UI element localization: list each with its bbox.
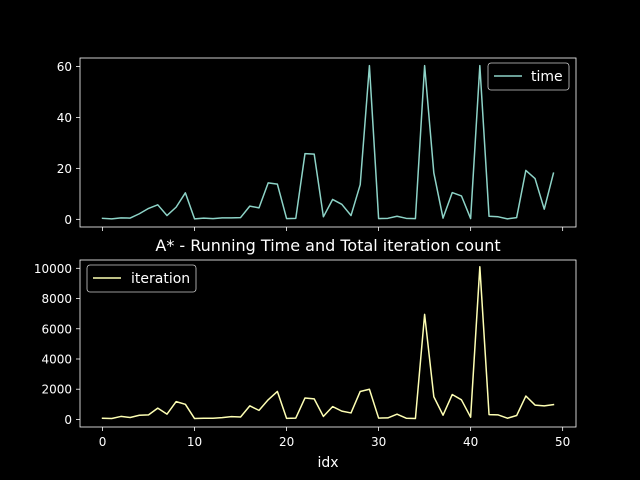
time-y-tick-label-0: 0 bbox=[64, 213, 72, 227]
iteration-y-tick-label-2000: 2000 bbox=[41, 383, 72, 397]
iteration-y-tick-label-0: 0 bbox=[64, 413, 72, 427]
time-y-tick-label-40: 40 bbox=[57, 111, 72, 125]
time-legend-box bbox=[487, 62, 570, 91]
series-line-iteration bbox=[101, 266, 555, 420]
iteration-y-tick-label-4000: 4000 bbox=[41, 352, 72, 366]
iteration-subplot-frame bbox=[79, 259, 577, 428]
iteration-legend-box bbox=[86, 264, 197, 293]
iteration-legend: iteration bbox=[86, 264, 197, 293]
time-subplot-lines bbox=[101, 64, 555, 220]
iteration-legend-label: iteration bbox=[131, 271, 190, 287]
chart-title: A* - Running Time and Total iteration co… bbox=[155, 236, 500, 255]
iteration-x-tick-label-0: 0 bbox=[99, 435, 107, 449]
iteration-subplot-lines bbox=[101, 266, 555, 420]
iteration-y-tick-label-10000: 10000 bbox=[34, 262, 72, 276]
time-y-tick-label-60: 60 bbox=[57, 60, 72, 74]
time-subplot-frame bbox=[79, 57, 577, 228]
iteration-y-tick-label-8000: 8000 bbox=[41, 292, 72, 306]
iteration-x-tick-label-50: 50 bbox=[555, 435, 570, 449]
time-legend-label: time bbox=[531, 69, 563, 85]
iteration-x-tick-label-10: 10 bbox=[187, 435, 202, 449]
iteration-x-tick-label-40: 40 bbox=[463, 435, 478, 449]
iteration-x-tick-label-20: 20 bbox=[279, 435, 294, 449]
iteration-y-tick-label-6000: 6000 bbox=[41, 322, 72, 336]
series-line-time bbox=[101, 64, 555, 220]
iteration-subplot-ticks: 0 10 20 30 40 50 0 2000 4000 6000 8000 10000 bbox=[34, 262, 570, 449]
time-subplot: 0 20 40 60 time bbox=[57, 57, 577, 231]
time-subplot-ticks: 0 20 40 60 bbox=[57, 60, 564, 231]
iteration-x-tick-label-30: 30 bbox=[371, 435, 386, 449]
time-legend: time bbox=[487, 62, 570, 91]
x-axis-label: idx bbox=[317, 455, 338, 471]
iteration-subplot: A* - Running Time and Total iteration co… bbox=[34, 236, 577, 471]
time-y-tick-label-20: 20 bbox=[57, 162, 72, 176]
